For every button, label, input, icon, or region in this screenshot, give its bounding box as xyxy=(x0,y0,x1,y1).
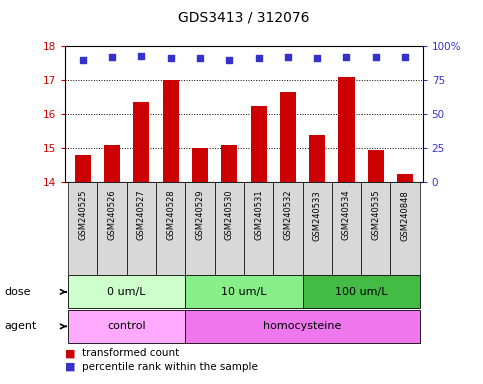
Text: GDS3413 / 312076: GDS3413 / 312076 xyxy=(178,11,310,25)
Bar xyxy=(332,182,361,275)
Point xyxy=(401,54,409,60)
Bar xyxy=(361,182,390,275)
Text: GSM240848: GSM240848 xyxy=(400,190,410,240)
Point xyxy=(284,54,292,60)
Text: GSM240534: GSM240534 xyxy=(342,190,351,240)
Point xyxy=(167,55,174,61)
Text: ■: ■ xyxy=(65,362,76,372)
Point xyxy=(138,53,145,59)
Text: 10 um/L: 10 um/L xyxy=(221,287,267,297)
Text: GSM240527: GSM240527 xyxy=(137,190,146,240)
Text: percentile rank within the sample: percentile rank within the sample xyxy=(82,362,258,372)
Point xyxy=(313,55,321,61)
Text: homocysteine: homocysteine xyxy=(263,321,341,331)
Bar xyxy=(68,182,98,275)
Text: GSM240528: GSM240528 xyxy=(166,190,175,240)
Bar xyxy=(75,155,91,182)
Text: dose: dose xyxy=(5,287,31,297)
Bar xyxy=(244,182,273,275)
Text: GSM240525: GSM240525 xyxy=(78,190,87,240)
Text: GSM240533: GSM240533 xyxy=(313,190,322,240)
Bar xyxy=(397,174,413,182)
Bar xyxy=(98,182,127,275)
Bar xyxy=(273,182,302,275)
Point xyxy=(255,55,262,61)
Text: GSM240529: GSM240529 xyxy=(196,190,204,240)
Bar xyxy=(302,275,420,308)
Bar xyxy=(185,275,302,308)
Bar xyxy=(185,310,420,343)
Bar xyxy=(368,150,384,182)
Bar xyxy=(68,275,185,308)
Text: control: control xyxy=(107,321,146,331)
Bar xyxy=(156,182,185,275)
Point xyxy=(79,56,86,63)
Bar xyxy=(339,77,355,182)
Point xyxy=(196,55,204,61)
Text: GSM240526: GSM240526 xyxy=(108,190,116,240)
Bar xyxy=(163,80,179,182)
Bar xyxy=(221,145,237,182)
Bar xyxy=(133,102,149,182)
Text: ■: ■ xyxy=(65,348,76,358)
Bar xyxy=(185,182,214,275)
Text: GSM240530: GSM240530 xyxy=(225,190,234,240)
Text: GSM240535: GSM240535 xyxy=(371,190,380,240)
Bar xyxy=(214,182,244,275)
Bar xyxy=(302,182,332,275)
Text: GSM240531: GSM240531 xyxy=(254,190,263,240)
Bar xyxy=(309,135,325,182)
Text: transformed count: transformed count xyxy=(82,348,179,358)
Bar xyxy=(127,182,156,275)
Bar xyxy=(192,148,208,182)
Bar xyxy=(104,145,120,182)
Point xyxy=(226,56,233,63)
Bar xyxy=(280,92,296,182)
Text: 0 um/L: 0 um/L xyxy=(108,287,146,297)
Text: 100 um/L: 100 um/L xyxy=(335,287,387,297)
Bar xyxy=(251,106,267,182)
Bar xyxy=(68,310,185,343)
Point xyxy=(372,54,380,60)
Point xyxy=(342,54,350,60)
Text: agent: agent xyxy=(5,321,37,331)
Point xyxy=(108,54,116,60)
Text: GSM240532: GSM240532 xyxy=(284,190,292,240)
Bar xyxy=(390,182,420,275)
